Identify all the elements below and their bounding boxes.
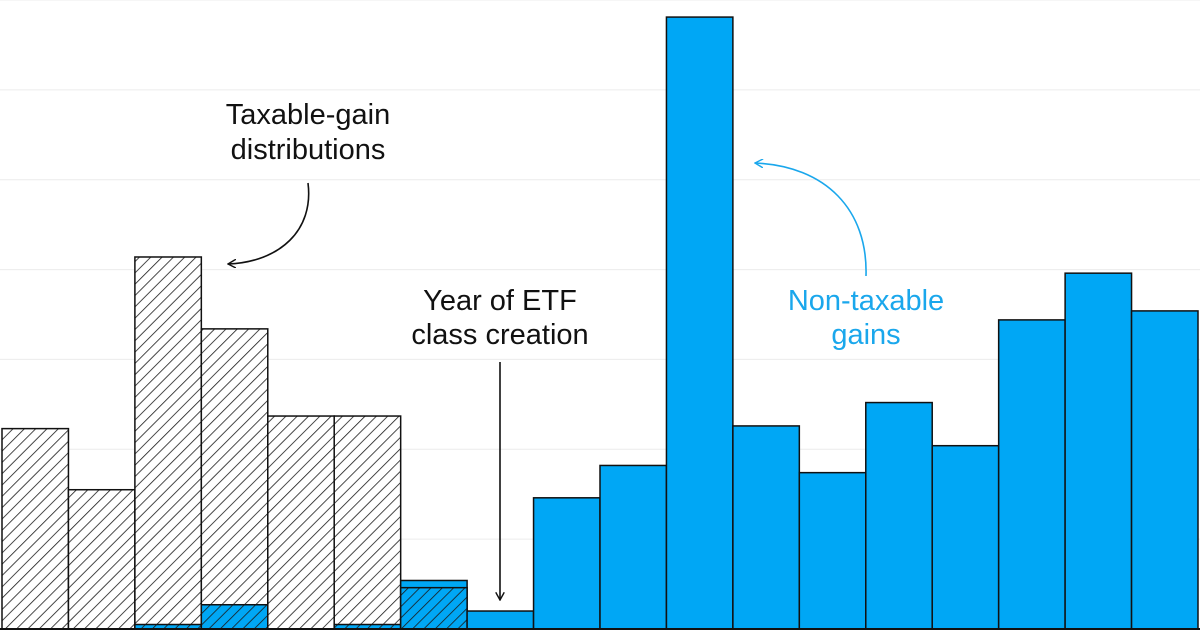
annotation-non-taxable-line2: gains (831, 319, 900, 351)
bar-taxable (201, 329, 267, 629)
bar-non-taxable (666, 17, 732, 629)
bar-non-taxable (733, 426, 799, 629)
bar-taxable (401, 588, 467, 629)
bar-taxable (68, 490, 134, 629)
bar-taxable (268, 416, 334, 629)
annotation-non-taxable: Non-taxable gains (755, 163, 944, 351)
bar-taxable (2, 429, 68, 629)
bars (2, 17, 1198, 629)
bar-non-taxable (534, 498, 600, 629)
bar-taxable (334, 416, 400, 629)
annotation-taxable-line1: Taxable-gain (226, 99, 390, 131)
annotation-non-taxable-line1: Non-taxable (788, 285, 944, 317)
bar-non-taxable (932, 446, 998, 629)
bar-non-taxable (1065, 273, 1131, 629)
bar-non-taxable (467, 611, 533, 629)
bar-non-taxable (999, 320, 1065, 629)
annotation-etf-line1: Year of ETF (423, 285, 577, 317)
bar-non-taxable (600, 465, 666, 629)
bar-non-taxable (201, 605, 267, 629)
bar-taxable (135, 257, 201, 629)
annotation-taxable-line2: distributions (231, 134, 386, 166)
bar-non-taxable (866, 403, 932, 629)
annotation-taxable-arrow (228, 183, 309, 264)
annotation-etf-line2: class creation (411, 319, 588, 351)
bar-non-taxable (1132, 311, 1198, 629)
bar-non-taxable (799, 473, 865, 629)
annotation-taxable: Taxable-gain distributions (226, 99, 390, 264)
